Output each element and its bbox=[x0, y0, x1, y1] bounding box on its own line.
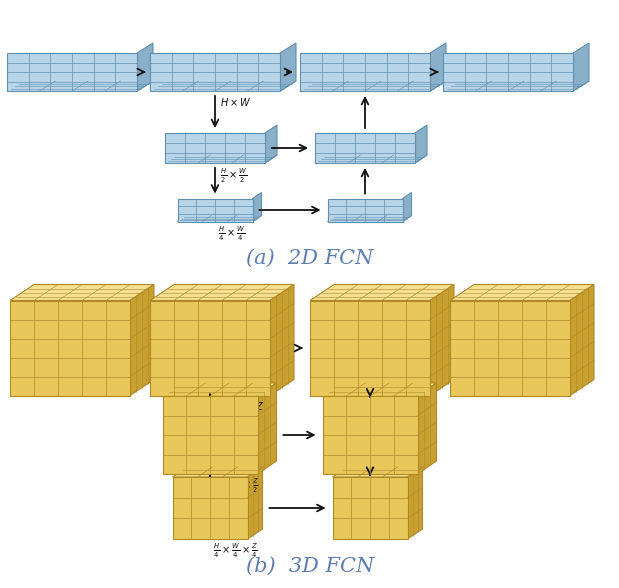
Polygon shape bbox=[130, 285, 154, 396]
Polygon shape bbox=[7, 81, 153, 91]
Polygon shape bbox=[332, 467, 423, 477]
Polygon shape bbox=[570, 285, 594, 396]
Polygon shape bbox=[265, 125, 277, 163]
Text: (b)  3D FCN: (b) 3D FCN bbox=[246, 556, 374, 576]
Polygon shape bbox=[280, 43, 296, 91]
Polygon shape bbox=[450, 300, 570, 396]
Polygon shape bbox=[315, 155, 427, 163]
Text: $H \times W \times Z$: $H \times W \times Z$ bbox=[215, 399, 265, 412]
Text: $\frac{H}{2} \times \frac{W}{2} \times \frac{Z}{2}$: $\frac{H}{2} \times \frac{W}{2} \times \… bbox=[214, 477, 259, 495]
Polygon shape bbox=[10, 300, 130, 396]
Polygon shape bbox=[173, 467, 262, 477]
Polygon shape bbox=[163, 396, 258, 474]
Polygon shape bbox=[7, 53, 137, 91]
Polygon shape bbox=[150, 300, 270, 396]
Polygon shape bbox=[322, 396, 417, 474]
Polygon shape bbox=[248, 467, 262, 539]
Polygon shape bbox=[165, 155, 277, 163]
Polygon shape bbox=[443, 53, 573, 91]
Polygon shape bbox=[430, 43, 446, 91]
Polygon shape bbox=[253, 192, 261, 222]
Text: $H \times W$: $H \times W$ bbox=[220, 96, 251, 108]
Polygon shape bbox=[10, 285, 154, 300]
Polygon shape bbox=[310, 285, 454, 300]
Polygon shape bbox=[173, 477, 248, 539]
Polygon shape bbox=[332, 477, 407, 539]
Polygon shape bbox=[327, 199, 402, 222]
Polygon shape bbox=[150, 285, 294, 300]
Polygon shape bbox=[443, 81, 589, 91]
Text: $\frac{H}{4} \times \frac{W}{4}$: $\frac{H}{4} \times \frac{W}{4}$ bbox=[218, 225, 245, 243]
Polygon shape bbox=[573, 43, 589, 91]
Polygon shape bbox=[137, 43, 153, 91]
Polygon shape bbox=[150, 81, 296, 91]
Polygon shape bbox=[402, 192, 412, 222]
Polygon shape bbox=[327, 215, 412, 222]
Polygon shape bbox=[315, 133, 415, 163]
Polygon shape bbox=[165, 133, 265, 163]
Polygon shape bbox=[407, 467, 423, 539]
Text: (a)  2D FCN: (a) 2D FCN bbox=[246, 249, 374, 268]
Polygon shape bbox=[417, 383, 436, 474]
Polygon shape bbox=[150, 53, 280, 91]
Polygon shape bbox=[178, 215, 261, 222]
Text: $\frac{H}{2} \times \frac{W}{2}$: $\frac{H}{2} \times \frac{W}{2}$ bbox=[220, 167, 247, 185]
Polygon shape bbox=[300, 53, 430, 91]
Polygon shape bbox=[450, 285, 594, 300]
Polygon shape bbox=[415, 125, 427, 163]
Polygon shape bbox=[258, 383, 277, 474]
Polygon shape bbox=[300, 81, 446, 91]
Polygon shape bbox=[178, 199, 253, 222]
Text: $\frac{H}{4} \times \frac{W}{4} \times \frac{Z}{4}$: $\frac{H}{4} \times \frac{W}{4} \times \… bbox=[213, 542, 258, 560]
Polygon shape bbox=[163, 383, 277, 396]
Polygon shape bbox=[270, 285, 294, 396]
Polygon shape bbox=[322, 383, 436, 396]
Polygon shape bbox=[430, 285, 454, 396]
Polygon shape bbox=[310, 300, 430, 396]
